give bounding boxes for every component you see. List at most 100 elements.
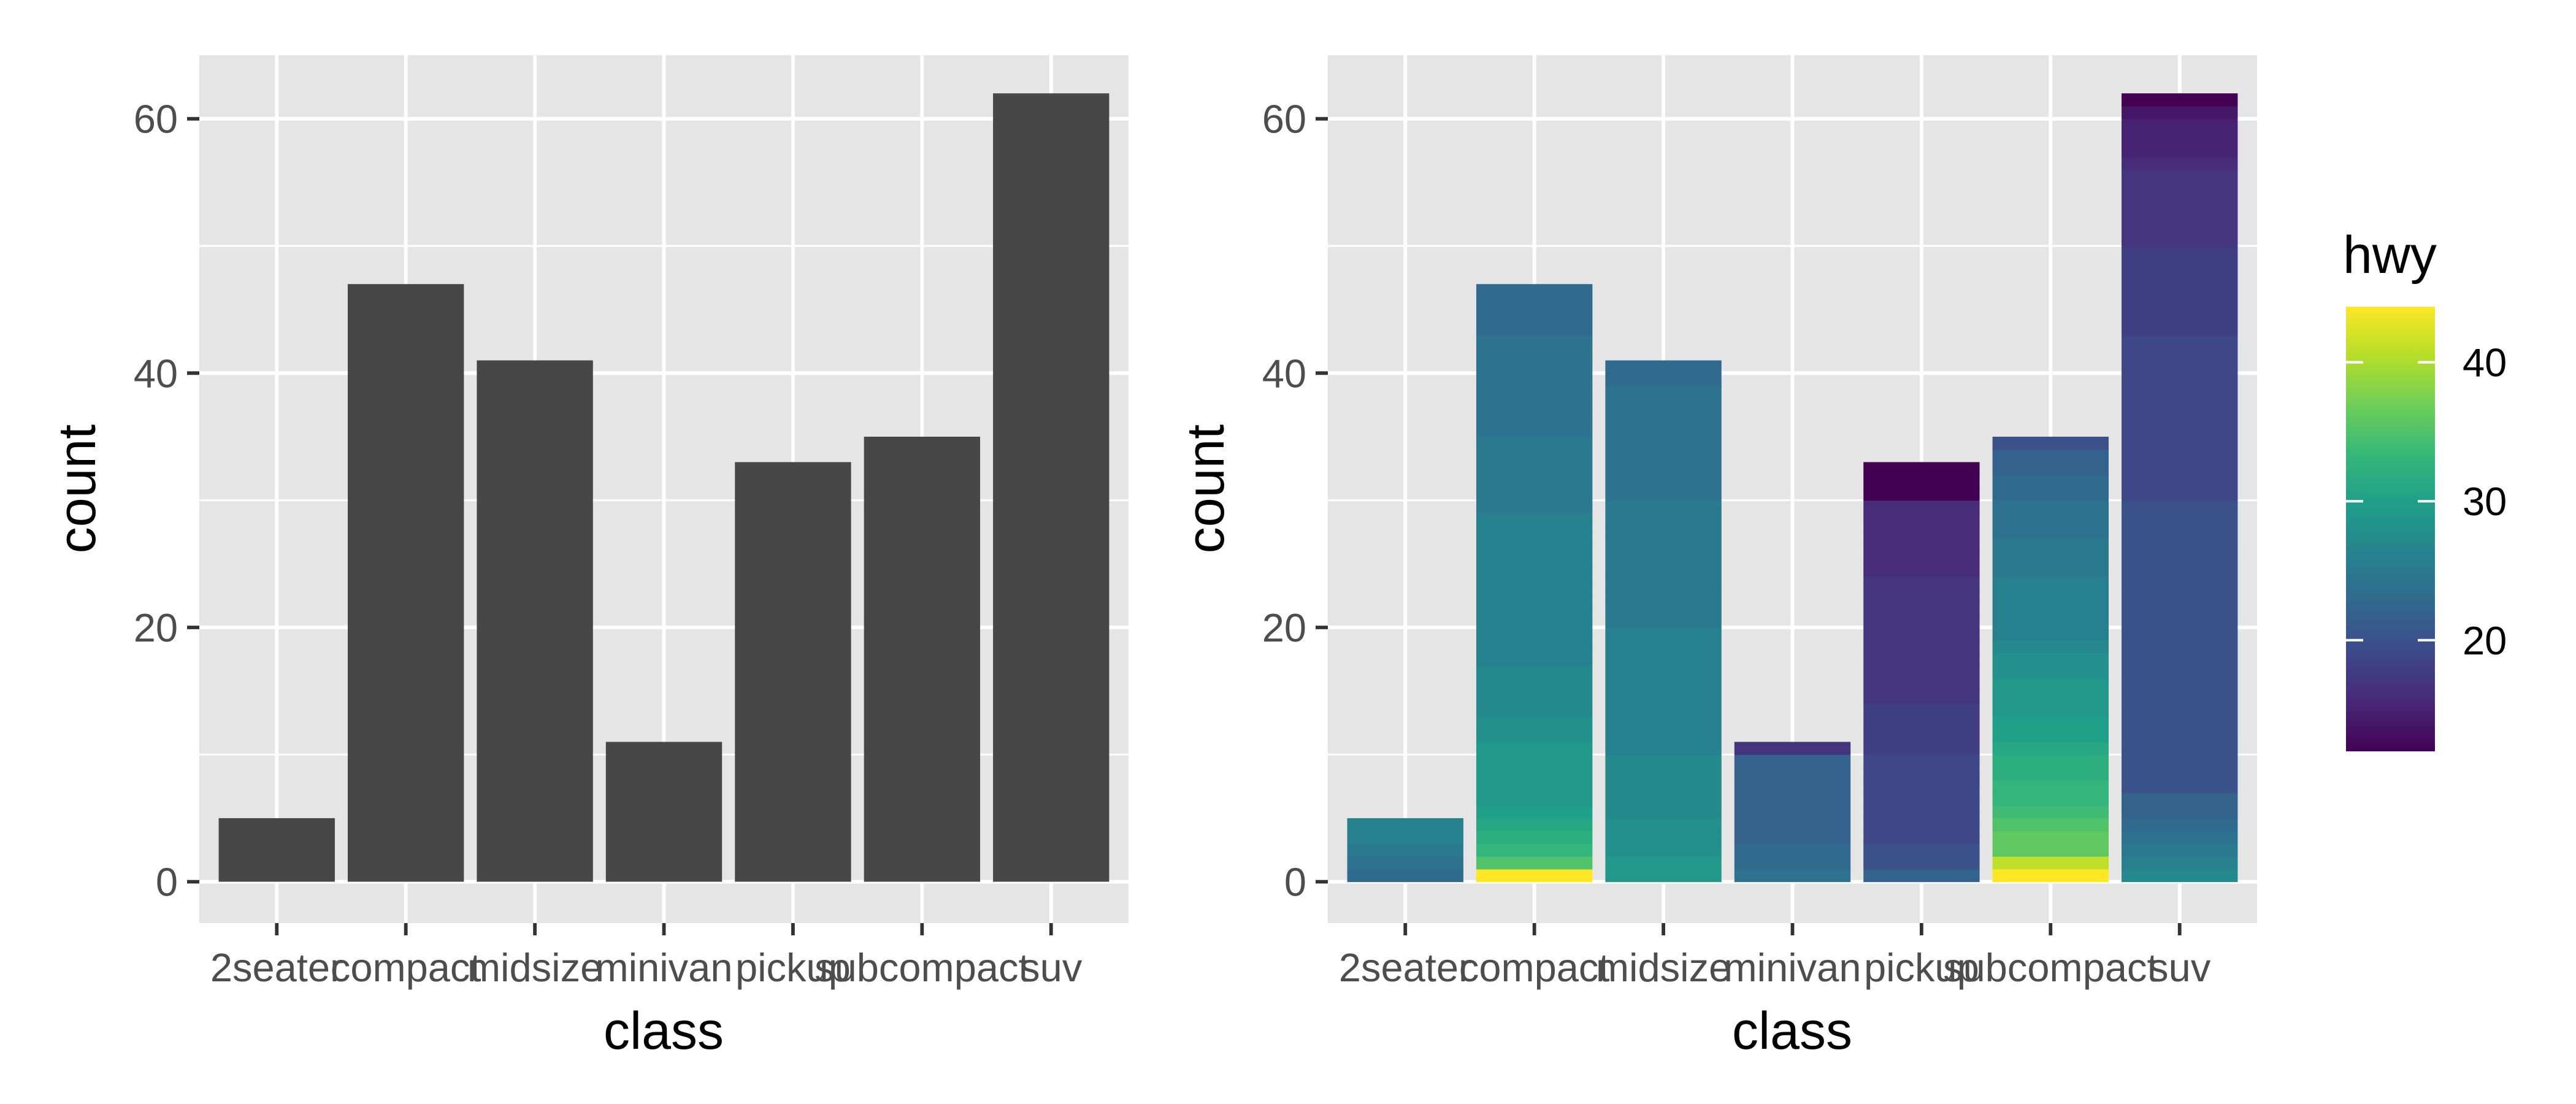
bar-segment-subcompact <box>1992 792 2109 806</box>
bar-segment-midsize <box>1605 665 1722 679</box>
bar-segment-pickup <box>1863 805 1980 819</box>
bar-segment-midsize <box>1605 716 1722 730</box>
y-tick-label: 40 <box>1262 351 1306 396</box>
bar-segment-compact <box>1476 716 1593 730</box>
bar-segment-pickup <box>1863 729 1980 743</box>
bar-segment-midsize <box>1605 487 1722 501</box>
x-tick-label-compact: compact <box>1459 945 1610 990</box>
bar-segment-minivan <box>1734 868 1851 883</box>
bar-segment-subcompact <box>1992 538 2109 552</box>
bar-segment-midsize <box>1605 475 1722 488</box>
bar-segment-suv <box>2122 105 2238 120</box>
bar-segment-subcompact <box>1992 564 2109 577</box>
bar-segment-suv <box>2122 118 2238 132</box>
bar-segment-pickup <box>1863 868 1980 883</box>
bar-segment-pickup <box>1863 640 1980 654</box>
bar-segment-subcompact <box>1992 678 2109 692</box>
bar-segment-suv <box>2122 526 2238 539</box>
bar-segment-midsize <box>1605 830 1722 845</box>
bars-right <box>1347 93 2238 883</box>
bar-segment-subcompact <box>1992 780 2109 794</box>
y-tick-label: 60 <box>134 97 178 142</box>
bar-segment-compact <box>1476 513 1593 526</box>
bar-segment-subcompact <box>1992 856 2109 870</box>
bar-segment-midsize <box>1605 742 1722 755</box>
y-tick-label: 0 <box>1284 860 1306 905</box>
bar-segment-compact <box>1476 347 1593 361</box>
bar-segment-minivan <box>1734 818 1851 832</box>
bar-segment-pickup <box>1863 538 1980 552</box>
x-tick-label-subcompact: subcompact <box>1943 945 2158 990</box>
bar-segment-compact <box>1476 868 1593 883</box>
bar-segment-subcompact <box>1992 589 2109 603</box>
x-tick-label-2seater: 2seater <box>1339 945 1472 990</box>
bar-segment-suv <box>2122 131 2238 145</box>
bar-segment-midsize <box>1605 462 1722 475</box>
bar-segment-compact <box>1476 398 1593 412</box>
bar-segment-compact <box>1476 691 1593 704</box>
legend-tick-label: 30 <box>2463 479 2507 524</box>
bar-segment-compact <box>1476 475 1593 488</box>
bar-segment-compact <box>1476 703 1593 717</box>
bar-pickup <box>735 462 851 882</box>
bar-segment-midsize <box>1605 424 1722 437</box>
y-tick-label: 60 <box>1262 97 1306 142</box>
bar-segment-pickup <box>1863 500 1980 513</box>
y-tick-label: 40 <box>134 351 178 396</box>
bar-segment-suv <box>2122 767 2238 781</box>
bar-segment-subcompact <box>1992 868 2109 883</box>
bar-segment-pickup <box>1863 551 1980 564</box>
x-axis-title-right: class <box>1732 1002 1852 1060</box>
bar-segment-suv <box>2122 284 2238 297</box>
bar-segment-pickup <box>1863 602 1980 615</box>
bar-midsize <box>477 360 593 882</box>
bar-segment-pickup <box>1863 742 1980 755</box>
bar-segment-suv <box>2122 487 2238 501</box>
bar-segment-midsize <box>1605 678 1722 692</box>
bar-segment-pickup <box>1863 767 1980 781</box>
bar-segment-suv <box>2122 716 2238 730</box>
bar-segment-minivan <box>1734 856 1851 870</box>
bar-segment-subcompact <box>1992 475 2109 488</box>
bar-segment-suv <box>2122 818 2238 832</box>
bar-segment-pickup <box>1863 627 1980 641</box>
bar-segment-suv <box>2122 805 2238 819</box>
bar-segment-subcompact <box>1992 754 2109 768</box>
bar-segment-suv <box>2122 373 2238 386</box>
bar-segment-midsize <box>1605 500 1722 513</box>
bar-segment-compact <box>1476 526 1593 539</box>
bar-segment-midsize <box>1605 360 1722 374</box>
bar-segment-compact <box>1476 577 1593 590</box>
bar-segment-pickup <box>1863 754 1980 768</box>
y-axis-title-right: count <box>1176 424 1235 553</box>
bar-segment-subcompact <box>1992 830 2109 845</box>
bar-segment-suv <box>2122 577 2238 590</box>
bar-segment-suv <box>2122 296 2238 310</box>
bar-segment-suv <box>2122 843 2238 857</box>
bar-segment-pickup <box>1863 856 1980 870</box>
bar-segment-midsize <box>1605 513 1722 526</box>
bar-segment-suv <box>2122 602 2238 615</box>
bar-segment-pickup <box>1863 843 1980 857</box>
bar-segment-compact <box>1476 780 1593 794</box>
bar-segment-pickup <box>1863 792 1980 806</box>
bar-suv <box>993 93 1110 882</box>
bar-segment-suv <box>2122 360 2238 374</box>
bar-segment-suv <box>2122 309 2238 323</box>
bar-segment-suv <box>2122 615 2238 628</box>
bar-segment-suv <box>2122 398 2238 412</box>
bar-segment-suv <box>2122 424 2238 437</box>
bar-segment-suv <box>2122 411 2238 424</box>
bar-segment-suv <box>2122 475 2238 488</box>
bar-segment-suv <box>2122 322 2238 335</box>
bar-segment-compact <box>1476 818 1593 832</box>
x-tick-label-pickup: pickup <box>735 945 851 990</box>
bar-segment-pickup <box>1863 830 1980 845</box>
bar-segment-subcompact <box>1992 742 2109 755</box>
bar-segment-minivan <box>1734 805 1851 819</box>
bar-segment-midsize <box>1605 627 1722 641</box>
bar-segment-midsize <box>1605 691 1722 704</box>
x-axis-title-left: class <box>604 1002 724 1060</box>
